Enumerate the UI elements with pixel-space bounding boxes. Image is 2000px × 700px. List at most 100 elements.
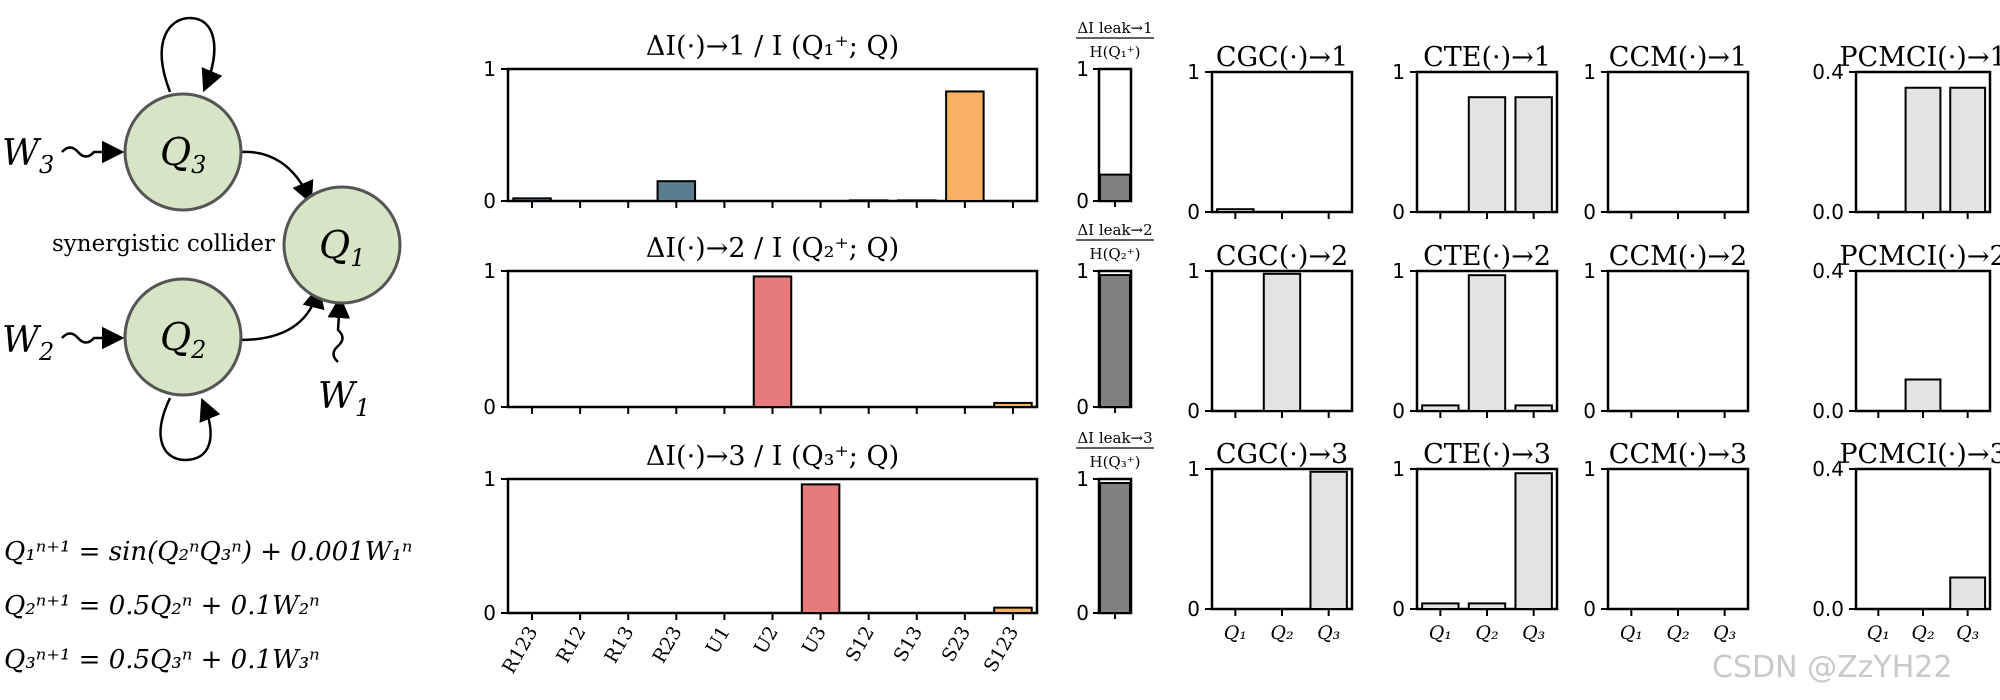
sr-chart-1-title: ΔI(·)→1 / I (Q₁⁺; Q) [646,31,899,62]
sr-chart-3-xtick-label: R123 [498,623,542,678]
cte-chart-2-bar-Q₁ [1421,404,1460,412]
pcmci-chart-1: PCMCI(·)→1 0.0 0.4 [1812,42,2000,224]
node-q2-label: Q2 [160,315,206,364]
ccm-chart-2-ytick-label: 1 [1583,259,1596,283]
sr-chart-3-xtick-label: S13 [889,623,927,666]
causal-diagram: Q3 Q2 Q1 W3 W2 W1 synergistic collider [2,16,402,462]
pcmci-chart-3-xtick-label: Q₁ [1867,622,1890,644]
pcmci-chart-2: PCMCI(·)→2 0.0 0.4 [1812,241,2000,423]
cte-chart-1-bar-Q₂ [1467,96,1507,213]
cte-chart-3-ytick-label: 1 [1392,457,1405,481]
sr-chart-3-xtick-label: R23 [648,623,686,667]
node-q3-label: Q3 [160,130,206,179]
pcmci-chart-2-ytick-label: 0.0 [1812,399,1844,423]
pcmci-chart-3-bar-Q₃ [1949,576,1987,610]
sr-chart-3-xtick-label: U1 [702,623,735,658]
ccm-chart-1: CCM(·)→1 0 1 [1583,42,1750,224]
cgc-chart-2-ytick-label: 0 [1187,399,1200,423]
noise-w2-label: W2 [2,320,54,366]
cte-chart-1-ytick-label: 1 [1392,60,1405,84]
cgc-chart-3-ytick-label: 0 [1187,597,1200,621]
cgc-chart-2-title: CGC(·)→2 [1216,241,1348,272]
ccm-chart-3-xtick-label: Q₁ [1620,622,1643,644]
ccm-chart-1-ytick-label: 1 [1583,60,1596,84]
leak-chart-3-bar [1099,482,1131,614]
ccm-chart-3-title: CCM(·)→3 [1609,439,1747,470]
cgc-chart-1-bar-Q₁ [1216,208,1255,213]
pcmci-chart-3-xtick-label: Q₂ [1911,622,1934,644]
cte-chart-2-ytick-label: 0 [1392,399,1405,423]
sr-chart-3-xtick-label: R12 [552,623,590,667]
cgc-chart-1-ytick-label: 0 [1187,200,1200,224]
pcmci-chart-1-ytick-label: 0.4 [1812,60,1844,84]
sr-chart-3: ΔI(·)→3 / I (Q₃⁺; Q) 0 1 R123 R12 R13 R23 U1 U2 U… [483,441,1039,678]
leak-chart-1-title-num: ΔI leak→1 [1077,19,1152,37]
cgc-chart-2: CGC(·)→2 0 1 [1187,241,1354,423]
leak-chart-3-title-den: H(Q₃⁺) [1089,453,1140,471]
pcmci-chart-3-xtick-label: Q₃ [1956,622,1979,644]
sr-chart-3-bar-S123 [993,606,1033,615]
sr-chart-1-bar-R23 [656,180,697,202]
pcmci-chart-2-title: PCMCI(·)→2 [1839,241,2000,272]
pcmci-chart-2-bar-Q₂ [1904,378,1942,412]
sr-chart-2: ΔI(·)→2 / I (Q₂⁺; Q) 0 1 [483,233,1039,419]
leak-chart-1-bar [1099,173,1131,203]
sr-chart-1: ΔI(·)→1 / I (Q₁⁺; Q) 0 1 [483,31,1039,213]
leak-chart-3-ytick-label: 0 [1076,601,1089,625]
ccm-chart-1-title: CCM(·)→1 [1609,42,1747,73]
ccm-chart-2: CCM(·)→2 0 1 [1583,241,1750,423]
cte-chart-2-bar-Q₂ [1467,274,1507,413]
leak-chart-2-title-num: ΔI leak→2 [1077,221,1152,239]
ccm-chart-3-ytick-label: 1 [1583,457,1596,481]
node-q1-label: Q1 [319,223,365,272]
cte-chart-3-title: CTE(·)→3 [1423,439,1551,470]
pcmci-chart-2-ytick-label: 0.4 [1812,259,1844,283]
leak-chart-3-ytick-label: 1 [1076,467,1089,491]
sr-chart-2-ytick-label: 1 [483,259,496,283]
cgc-chart-1-title: CGC(·)→1 [1216,42,1348,73]
cte-chart-2: CTE(·)→2 0 1 [1392,241,1559,423]
watermark: CSDN @ZzYH22 [1712,650,1952,685]
leak-chart-2-ytick-label: 0 [1076,395,1089,419]
sr-chart-2-bar-S123 [993,401,1033,409]
q3-self-loop [160,16,223,93]
sr-chart-3-xtick-label: U3 [798,623,831,658]
ccm-chart-2-ytick-label: 0 [1583,399,1596,423]
cte-chart-2-ytick-label: 1 [1392,259,1405,283]
pcmci-chart-1-bar-Q₂ [1904,86,1942,213]
sr-chart-3-xtick-label: S123 [980,623,1024,677]
ccm-chart-3-frame [1606,467,1750,611]
cgc-chart-1-ytick-label: 1 [1187,60,1200,84]
pcmci-chart-3-title: PCMCI(·)→3 [1839,439,2000,470]
edge-q2-q1 [239,285,325,342]
sr-chart-1-ytick-label: 0 [483,189,496,213]
cte-chart-3-xtick-label: Q₃ [1522,622,1545,644]
cgc-chart-3-ytick-label: 1 [1187,457,1200,481]
pcmci-chart-3-ytick-label: 0.4 [1812,457,1844,481]
leak-chart-1-ytick-label: 1 [1076,57,1089,81]
cte-chart-1-bar-Q₃ [1514,96,1553,213]
pcmci-chart-1-ytick-label: 0.0 [1812,200,1844,224]
cgc-chart-3-title: CGC(·)→3 [1216,439,1348,470]
noise-w1-arrow [327,295,351,363]
leak-chart-2-bar [1099,274,1131,408]
cgc-chart-1: CGC(·)→1 0 1 [1187,42,1354,224]
pcmci-chart-3: PCMCI(·)→3 0.0 0.4 Q₁ Q₂ Q₃ [1812,439,2000,644]
sr-chart-3-ytick-label: 0 [483,601,496,625]
ccm-chart-2-frame [1606,269,1750,413]
sr-chart-3-xtick-label: R13 [600,623,638,667]
cte-chart-3-xtick-label: Q₂ [1475,622,1498,644]
cte-chart-3-bar-Q₂ [1467,602,1507,611]
noise-w3-arrow [61,140,125,164]
noise-w1-label: W1 [318,376,370,422]
leak-chart-1-title-den: H(Q₁⁺) [1089,43,1140,61]
node-q3 [123,92,243,212]
sr-chart-2-bar-U2 [752,275,793,408]
noise-w3-label: W3 [2,133,54,179]
leak-chart-2: ΔI leak→2 H(Q₂⁺) 0 1 [1076,221,1154,419]
ccm-chart-3-ytick-label: 0 [1583,597,1596,621]
cte-chart-3-xtick-label: Q₁ [1429,622,1452,644]
cte-chart-3-bar-Q₃ [1514,472,1553,611]
cte-chart-1-title: CTE(·)→1 [1423,42,1551,73]
